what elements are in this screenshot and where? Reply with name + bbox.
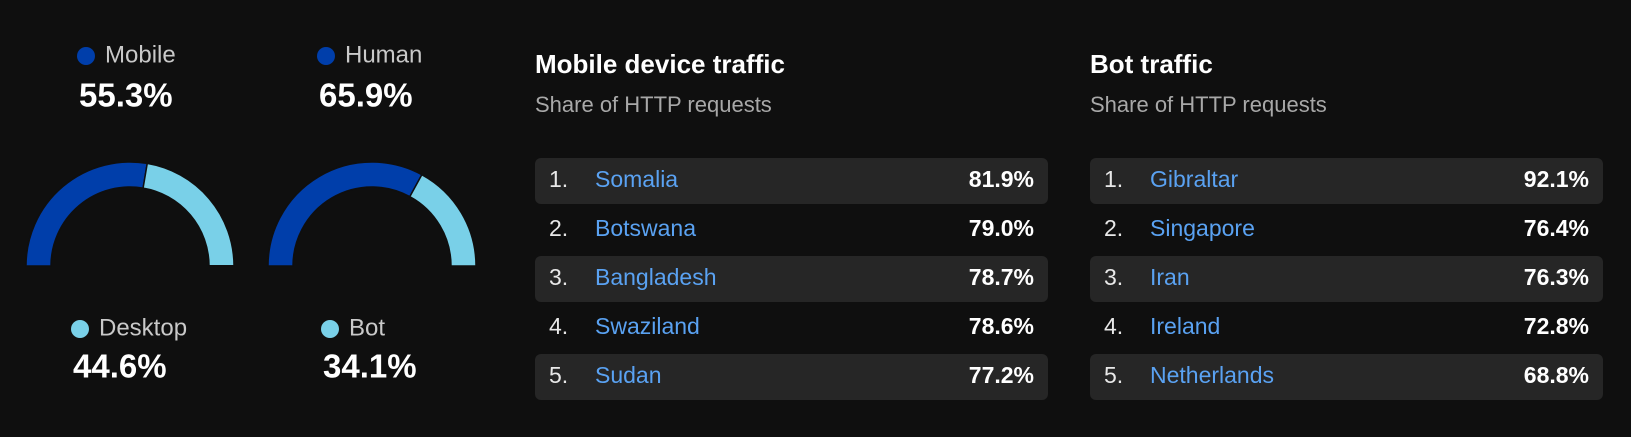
row-background [1090,158,1603,204]
legend-dot [317,47,335,65]
table-subtitle: Share of HTTP requests [535,92,772,117]
table-subtitle: Share of HTTP requests [1090,92,1327,117]
table-title: Bot traffic [1090,49,1213,79]
legend-dot [77,47,95,65]
row-background [535,158,1048,204]
rank: 2. [549,215,568,241]
gauge-segment [142,162,235,267]
value-label: 44.6% [73,348,167,385]
value-label: 34.1% [323,348,417,385]
value-label: 65.9% [319,77,413,114]
country-link[interactable]: Ireland [1150,313,1220,339]
rank: 2. [1104,215,1123,241]
share-value: 78.7% [969,264,1034,290]
country-link[interactable]: Botswana [595,215,696,241]
legend-label: Desktop [99,314,187,341]
share-value: 79.0% [969,215,1034,241]
country-link[interactable]: Singapore [1150,215,1255,241]
country-link[interactable]: Sudan [595,362,662,388]
row-background [1090,354,1603,400]
share-value: 76.4% [1524,215,1589,241]
legend-dot [321,320,339,338]
country-link[interactable]: Netherlands [1150,362,1274,388]
value-label: 55.3% [79,77,173,114]
legend-label: Bot [349,314,385,341]
rank: 3. [549,264,568,290]
country-link[interactable]: Somalia [595,166,678,192]
row-background [535,256,1048,302]
table-title: Mobile device traffic [535,49,785,79]
country-link[interactable]: Gibraltar [1150,166,1239,192]
share-value: 68.8% [1524,362,1589,388]
row-background [1090,256,1603,302]
gauge-segment [408,173,477,267]
share-value: 78.6% [969,313,1034,339]
rank: 5. [549,362,568,388]
gauge-segment [25,161,149,267]
country-link[interactable]: Bangladesh [595,264,717,290]
gauge-segment [267,161,423,267]
legend-label: Mobile [105,41,176,68]
country-link[interactable]: Swaziland [595,313,700,339]
legend-dot [71,320,89,338]
rank: 1. [549,166,568,192]
rank: 3. [1104,264,1123,290]
rank: 4. [549,313,568,339]
rank: 5. [1104,362,1123,388]
share-value: 76.3% [1524,264,1589,290]
row-background [535,354,1048,400]
share-value: 81.9% [969,166,1034,192]
rank: 4. [1104,313,1123,339]
share-value: 92.1% [1524,166,1589,192]
share-value: 72.8% [1524,313,1589,339]
legend-label: Human [345,41,422,68]
country-link[interactable]: Iran [1150,264,1190,290]
rank: 1. [1104,166,1123,192]
share-value: 77.2% [969,362,1034,388]
